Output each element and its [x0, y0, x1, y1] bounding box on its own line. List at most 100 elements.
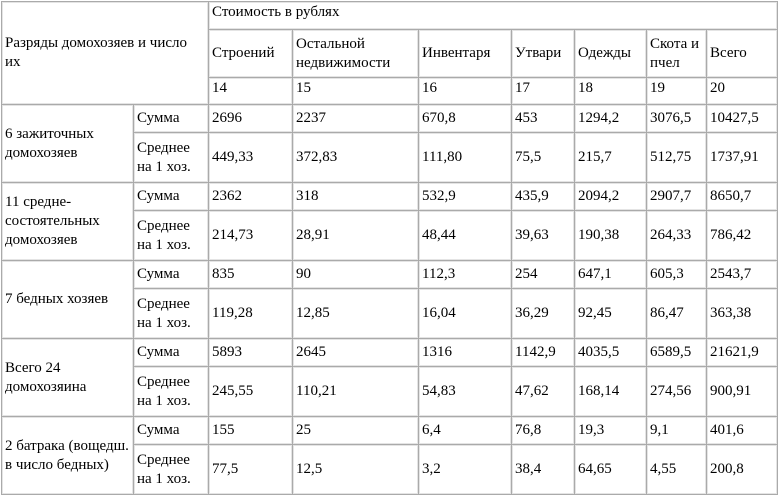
value-cell: 453 — [511, 104, 576, 133]
group-label: 2 батрака (вощедш. в число бедных) — [1, 416, 134, 495]
value-cell: 28,91 — [292, 210, 420, 261]
table-row: Разряды домохозяев и число их Стоимость в… — [0, 1, 778, 105]
value-cell: 1737,91 — [706, 132, 778, 183]
value-cell: 90 — [292, 260, 420, 289]
value-cell: 119,28 — [208, 288, 294, 339]
value-cell: 168,14 — [574, 366, 648, 417]
value-cell: 274,56 — [646, 366, 708, 417]
value-cell: 9,1 — [646, 416, 708, 445]
table-row: 2 батрака (вощедш. в число бедных) Сумма 1… — [1, 416, 778, 495]
value-cell: 47,62 — [511, 366, 576, 417]
column-header: Утвари — [511, 29, 576, 78]
value-cell: 835 — [208, 260, 294, 289]
corner-header: Разряды домохозяев и число их — [0, 1, 210, 105]
value-cell: 48,44 — [418, 210, 513, 261]
value-cell: 449,33 — [208, 132, 294, 183]
group-label: 7 бедных хозяев — [1, 260, 134, 339]
column-number: 19 — [646, 77, 708, 105]
value-cell: 2094,2 — [574, 182, 648, 211]
table-row: 7 бедных хозяев Сумма 835 90 112,3 254 647,1 60… — [1, 260, 778, 339]
value-cell: 16,04 — [418, 288, 513, 339]
value-cell: 6589,5 — [646, 338, 708, 367]
value-cell: 112,3 — [418, 260, 513, 289]
column-header: Инвентаря — [418, 29, 513, 78]
value-cell: 372,83 — [292, 132, 420, 183]
table-row: Всего 24 домохозяина Сумма 5893 2645 1316 114… — [1, 338, 778, 417]
table-row: Среднее на 1 хоз. 77,5 12,5 3,2 38,4 64,65 4,5… — [2, 444, 778, 495]
value-cell: 4035,5 — [574, 338, 648, 367]
value-cell: 190,38 — [574, 210, 648, 261]
table-row: Среднее на 1 хоз. 449,33 372,83 111,80 75,5 2… — [2, 132, 778, 183]
table-row: 6 зажиточных домохозяев Сумма 2696 2237 670,… — [1, 104, 778, 183]
value-cell: 5893 — [208, 338, 294, 367]
value-cell: 215,7 — [574, 132, 648, 183]
row-label: Сумма — [132, 182, 210, 211]
value-cell: 435,9 — [511, 182, 576, 211]
column-number: 17 — [511, 77, 576, 105]
value-cell: 3,2 — [418, 444, 513, 495]
value-cell: 77,5 — [208, 444, 294, 495]
value-cell: 2362 — [208, 182, 294, 211]
row-label: Среднее на 1 хоз. — [132, 210, 210, 261]
value-cell: 4,55 — [646, 444, 708, 495]
value-cell: 3076,5 — [646, 104, 708, 133]
value-cell: 532,9 — [418, 182, 513, 211]
value-cell: 19,3 — [574, 416, 648, 445]
value-cell: 36,29 — [511, 288, 576, 339]
value-cell: 39,63 — [511, 210, 576, 261]
value-cell: 2543,7 — [706, 260, 778, 289]
value-cell: 264,33 — [646, 210, 708, 261]
value-cell: 25 — [292, 416, 420, 445]
value-cell: 110,21 — [292, 366, 420, 417]
value-cell: 8650,7 — [706, 182, 778, 211]
value-cell: 254 — [511, 260, 576, 289]
value-cell: 245,55 — [208, 366, 294, 417]
value-cell: 38,4 — [511, 444, 576, 495]
row-label: Сумма — [132, 416, 210, 445]
column-number: 14 — [208, 77, 294, 105]
value-cell: 1294,2 — [574, 104, 648, 133]
value-cell: 200,8 — [706, 444, 778, 495]
value-cell: 786,42 — [706, 210, 778, 261]
table-row: Строений Остальной недвижимости Инвентаря У… — [2, 29, 778, 78]
table-row: 11 средне-состоятельных домохозяев Сумма 2… — [1, 182, 778, 261]
value-cell: 605,3 — [646, 260, 708, 289]
row-label: Среднее на 1 хоз. — [132, 288, 210, 339]
column-header: Строений — [208, 29, 294, 78]
value-cell: 647,1 — [574, 260, 648, 289]
value-cell: 2237 — [292, 104, 420, 133]
group-label: 6 зажиточных домохозяев — [1, 104, 134, 183]
row-label: Сумма — [132, 338, 210, 367]
row-label: Среднее на 1 хоз. — [132, 444, 210, 495]
value-cell: 92,45 — [574, 288, 648, 339]
row-label: Сумма — [132, 260, 210, 289]
value-cell: 900,91 — [706, 366, 778, 417]
value-cell: 86,47 — [646, 288, 708, 339]
column-number: 18 — [574, 77, 648, 105]
value-cell: 75,5 — [511, 132, 576, 183]
value-cell: 1142,9 — [511, 338, 576, 367]
row-label: Среднее на 1 хоз. — [132, 366, 210, 417]
group-header: Стоимость в рублях — [208, 1, 778, 30]
value-cell: 76,8 — [511, 416, 576, 445]
value-cell: 318 — [292, 182, 420, 211]
value-cell: 12,85 — [292, 288, 420, 339]
value-cell: 2696 — [208, 104, 294, 133]
value-cell: 111,80 — [418, 132, 513, 183]
column-header: Всего — [706, 29, 778, 78]
column-number: 20 — [706, 77, 778, 105]
value-cell: 2907,7 — [646, 182, 708, 211]
group-label: 11 средне-состоятельных домохозяев — [1, 182, 134, 261]
value-cell: 54,83 — [418, 366, 513, 417]
row-label: Сумма — [132, 104, 210, 133]
column-header: Скота и пчел — [646, 29, 708, 78]
value-cell: 6,4 — [418, 416, 513, 445]
value-cell: 10427,5 — [706, 104, 778, 133]
column-number: 16 — [418, 77, 513, 105]
value-cell: 64,65 — [574, 444, 648, 495]
value-cell: 2645 — [292, 338, 420, 367]
column-header: Одежды — [574, 29, 648, 78]
value-cell: 12,5 — [292, 444, 420, 495]
value-cell: 155 — [208, 416, 294, 445]
